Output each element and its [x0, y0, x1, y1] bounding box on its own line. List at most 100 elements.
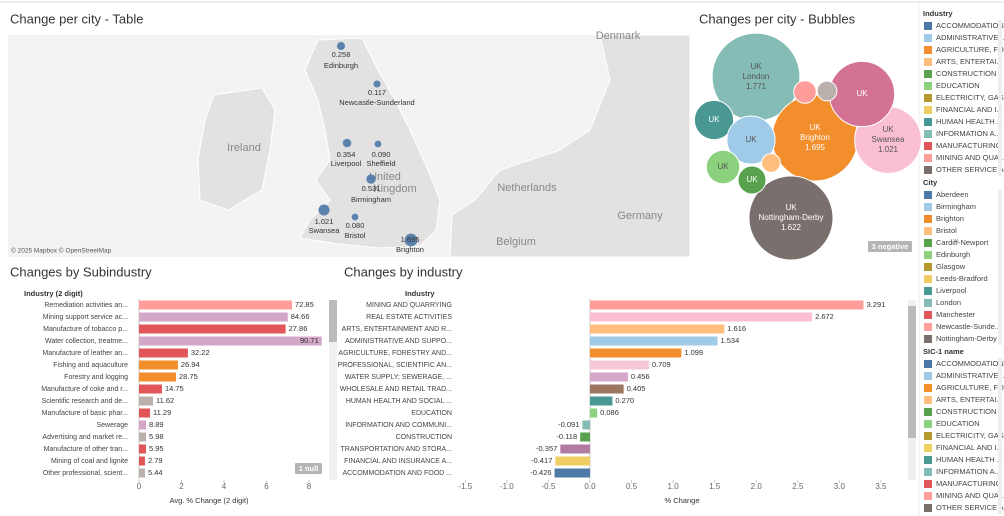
legend-scrollbar[interactable] [998, 20, 1002, 176]
legend-swatch[interactable] [924, 372, 932, 380]
bar[interactable] [139, 444, 147, 454]
legend-swatch[interactable] [924, 323, 932, 331]
bar[interactable] [589, 336, 718, 346]
city-point[interactable] [342, 138, 352, 148]
bar[interactable] [580, 432, 590, 442]
legend-swatch[interactable] [924, 70, 932, 78]
bar[interactable] [139, 432, 147, 442]
city-point[interactable] [404, 233, 418, 247]
bar[interactable] [589, 360, 649, 370]
legend-swatch[interactable] [924, 360, 932, 368]
legend-swatch[interactable] [924, 456, 932, 464]
legend-swatch[interactable] [924, 420, 932, 428]
badge[interactable] [868, 241, 912, 252]
bar[interactable] [139, 456, 145, 466]
legend-swatch[interactable] [924, 299, 932, 307]
legend-scrollbar[interactable] [998, 358, 1002, 514]
bar[interactable] [589, 312, 813, 322]
bar[interactable] [139, 384, 162, 394]
scroll-thumb[interactable] [329, 300, 337, 342]
legend-swatch[interactable] [924, 227, 932, 235]
scrollbar[interactable] [329, 300, 337, 480]
legend-swatch[interactable] [924, 154, 932, 162]
legend-swatch[interactable] [924, 118, 932, 126]
bar[interactable] [139, 300, 292, 310]
city-point[interactable] [366, 174, 376, 184]
legend-swatch[interactable] [924, 396, 932, 404]
legend-swatch[interactable] [924, 22, 932, 30]
legend-swatch[interactable] [924, 311, 932, 319]
legend-swatch[interactable] [924, 34, 932, 42]
legend-swatch[interactable] [924, 492, 932, 500]
bar[interactable] [582, 420, 590, 430]
legend-scrollbar[interactable] [998, 189, 1002, 345]
point-value: 0.354 [337, 150, 356, 159]
legend-swatch[interactable] [924, 432, 932, 440]
bar[interactable] [139, 372, 176, 382]
bar[interactable] [139, 420, 147, 430]
legend-swatch[interactable] [924, 82, 932, 90]
bar[interactable] [589, 396, 613, 406]
bar[interactable] [139, 468, 145, 478]
legend-swatch[interactable] [924, 142, 932, 150]
legend-swatch[interactable] [924, 384, 932, 392]
bar[interactable] [589, 300, 864, 310]
city-point[interactable] [336, 41, 346, 51]
bubble[interactable] [748, 175, 834, 261]
bar[interactable] [139, 312, 288, 322]
category-label: WATER SUPPLY; SEWERAGE, ... [345, 374, 452, 381]
bubble[interactable] [816, 80, 838, 102]
legend-swatch[interactable] [924, 408, 932, 416]
category-label: FINANCIAL AND INSURANCE A... [344, 458, 452, 465]
scroll-thumb[interactable] [908, 306, 916, 438]
bar[interactable] [139, 408, 151, 418]
bar[interactable] [560, 444, 590, 454]
legend-swatch[interactable] [924, 480, 932, 488]
legend-swatch[interactable] [924, 203, 932, 211]
bar[interactable] [139, 396, 154, 406]
map-attribution: © 2025 Mapbox © OpenStreetMap [11, 247, 112, 255]
bar[interactable] [139, 324, 286, 334]
city-point[interactable] [351, 213, 359, 221]
legend-swatch[interactable] [924, 275, 932, 283]
bubble[interactable] [726, 115, 776, 165]
bar[interactable] [589, 348, 682, 358]
bar[interactable] [139, 336, 322, 346]
bar[interactable] [554, 468, 590, 478]
legend-swatch[interactable] [924, 166, 932, 174]
legend-swatch[interactable] [924, 504, 932, 512]
legend-swatch[interactable] [924, 239, 932, 247]
legend-swatch[interactable] [924, 130, 932, 138]
legend-swatch[interactable] [924, 444, 932, 452]
legend-swatch[interactable] [924, 215, 932, 223]
legend-swatch[interactable] [924, 335, 932, 343]
legend-swatch[interactable] [924, 58, 932, 66]
point-name: Swansea [309, 226, 341, 235]
legend-swatch[interactable] [924, 94, 932, 102]
bubble[interactable] [737, 165, 767, 195]
legend-swatch[interactable] [924, 468, 932, 476]
bar[interactable] [589, 408, 598, 418]
legend-swatch[interactable] [924, 263, 932, 271]
legend-swatch[interactable] [924, 251, 932, 259]
legend-swatch[interactable] [924, 46, 932, 54]
bar[interactable] [589, 372, 628, 382]
bubble[interactable] [761, 153, 781, 173]
bubble[interactable] [793, 80, 817, 104]
bar[interactable] [139, 348, 188, 358]
bubble[interactable] [705, 149, 741, 185]
city-point[interactable] [318, 204, 330, 216]
bar[interactable] [139, 360, 178, 370]
badge[interactable] [295, 463, 322, 474]
city-point[interactable] [373, 80, 381, 88]
legend-swatch[interactable] [924, 106, 932, 114]
legend-label: Brighton [936, 214, 964, 223]
bar[interactable] [589, 384, 624, 394]
city-point[interactable] [374, 140, 382, 148]
legend-swatch[interactable] [924, 191, 932, 199]
bar[interactable] [589, 324, 725, 334]
legend-swatch[interactable] [924, 287, 932, 295]
bar[interactable] [555, 456, 590, 466]
bubble[interactable] [693, 99, 735, 141]
bubble-country: UK [882, 125, 894, 134]
